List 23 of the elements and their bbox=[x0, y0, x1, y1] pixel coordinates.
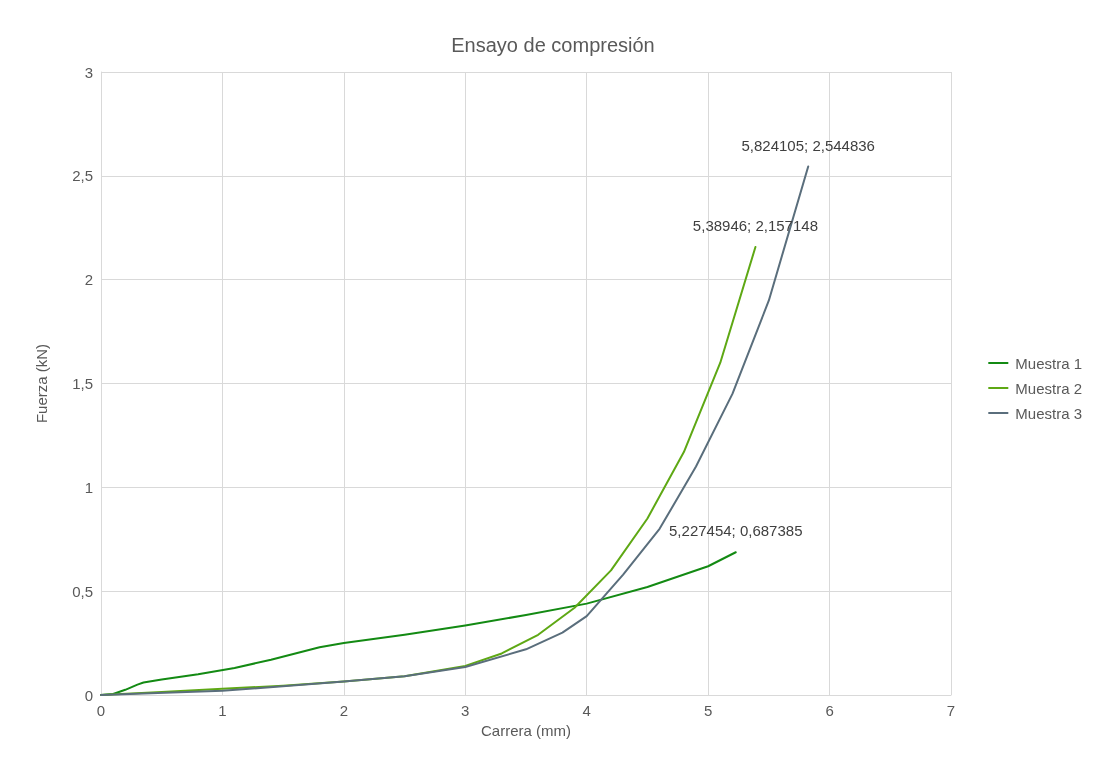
y-tick-label: 0,5 bbox=[72, 582, 93, 600]
y-tick-label: 1 bbox=[84, 478, 93, 496]
x-tick-label: 6 bbox=[825, 702, 834, 719]
y-axis-title: Fuerza (kN) bbox=[33, 343, 50, 424]
legend-label: Muestra 1 bbox=[1015, 354, 1083, 372]
y-tick-label: 3 bbox=[84, 63, 93, 81]
legend-label: Muestra 2 bbox=[1015, 379, 1083, 397]
legend-label: Muestra 3 bbox=[1015, 404, 1083, 422]
x-tick-label: 3 bbox=[461, 702, 470, 719]
x-tick-label: 1 bbox=[218, 702, 227, 719]
y-tick-label: 0 bbox=[84, 686, 93, 704]
x-tick-label: 7 bbox=[946, 702, 956, 719]
x-tick-label: 5 bbox=[703, 702, 713, 719]
x-axis-title: Carrera (mm) bbox=[481, 722, 571, 739]
x-tick-label: 0 bbox=[96, 702, 106, 719]
y-tick-label: 1,5 bbox=[72, 375, 93, 392]
annotation: 5,227454; 0,687385 bbox=[669, 522, 803, 540]
y-tick-label: 2 bbox=[84, 271, 93, 289]
x-tick-label: 4 bbox=[582, 702, 591, 719]
x-tick-label: 2 bbox=[339, 702, 349, 719]
chart-title: Ensayo de compresión bbox=[451, 34, 655, 56]
y-tick-label: 2,5 bbox=[72, 167, 93, 185]
annotation: 5,824105; 2,544836 bbox=[741, 136, 875, 154]
